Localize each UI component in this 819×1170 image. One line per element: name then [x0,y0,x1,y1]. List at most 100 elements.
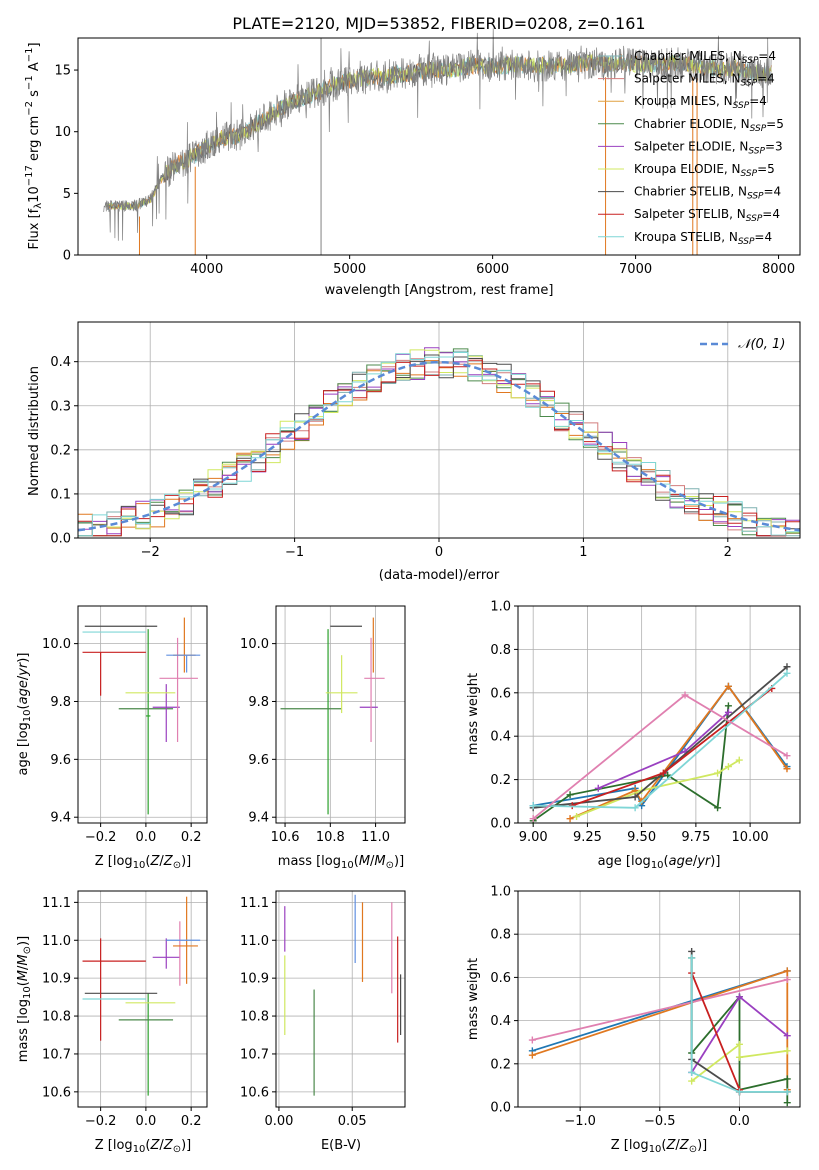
age-vs-Z-panel: −0.2 0.0 0.29.49.69.810.0 Z [log10(Z/Z⊙)] … [16,605,208,871]
y-tick-label: 9.6 [50,753,71,768]
y-tick-label: 0.8 [490,928,511,943]
mass-weight-marker [688,954,696,962]
y-tick-label: 10.8 [42,1010,71,1025]
y-tick-label: 9.6 [248,753,269,768]
mass-weight-marker [724,763,732,771]
mass-weight-marker [573,812,581,820]
age-vs-mass-frame [275,605,406,824]
mass-weight-marker [659,769,667,777]
mass-weight-marker [631,804,639,812]
y-tick-label: 9.4 [248,811,269,826]
mass-weight-marker [528,1036,536,1044]
residual-xlabel: (data-model)/error [379,568,500,583]
mass-weight-series [532,978,788,1041]
x-tick-label: 0.0 [136,1114,157,1129]
mass-weight-marker [783,1088,791,1096]
mass-weight-series [690,958,788,1093]
mass-weight-series [569,684,788,820]
weight-vs-age-ylabel: mass weight [466,673,481,755]
residual-ylabel: Normed distribution [27,366,42,496]
x-tick-label: 10.00 [731,830,768,845]
legend-label: Chabrier ELODIE, NSSP=5 [634,117,784,134]
y-tick-label: 15 [54,64,71,79]
y-tick-label: 10.9 [42,972,71,987]
mass-weight-marker [594,784,602,792]
mass-vs-Z-xlabel: Z [log10(Z/Z⊙)] [95,1138,192,1155]
spectrum-ylabel: Flux [fλ10−17 erg cm−2 s−1 A−1] [24,42,44,249]
mass-weight-marker [783,1047,791,1055]
y-tick-label: 10.6 [42,1085,71,1100]
y-tick-label: 0.2 [490,1057,511,1072]
y-tick-label: 10.0 [240,637,269,652]
y-tick-label: 10.8 [240,1010,269,1025]
y-tick-label: 0.4 [50,355,71,370]
mass-weight-marker [783,752,791,760]
x-tick-label: 0.00 [264,1114,293,1129]
x-tick-label: 8000 [762,262,795,277]
spectrum-xlabel: wavelength [Angstrom, rest frame] [325,283,554,298]
y-tick-label: 10.7 [42,1047,71,1062]
mass-weight-marker [735,756,743,764]
mass-vs-ebv-frame [275,890,406,1108]
y-tick-label: 0.0 [490,817,511,832]
x-tick-label: −0.2 [85,830,117,845]
age-vs-mass-panel: 10.6 10.8 11.0 9.4 9.6 9.8 10.0 mass [log10(M/… [240,605,406,871]
y-tick-label: 0.3 [50,399,71,414]
mass-weight-marker [783,976,791,984]
legend-label: Salpeter ELODIE, NSSP=3 [634,139,783,156]
weight-vs-Z-xlabel: Z [log10(Z/Z⊙)] [611,1138,708,1155]
mass-weight-marker [664,771,672,779]
x-tick-label: 7000 [619,262,652,277]
x-tick-label: 1 [579,545,587,560]
x-tick-label: 11.0 [361,830,390,845]
weight-vs-Z-panel: −1.0 −0.5 0.0 0.0 0.2 0.4 0.6 0.8 1.0 Z [log10(Z… [466,885,801,1155]
y-tick-label: 10.0 [42,637,71,652]
x-tick-label: −2 [141,545,160,560]
mass-weight-marker [529,815,537,823]
y-tick-label: 9.8 [248,695,269,710]
x-tick-label: −1 [285,545,304,560]
y-tick-label: 11.0 [240,934,269,949]
y-tick-label: 10 [54,125,71,140]
x-tick-label: 9.25 [573,830,602,845]
weight-vs-age-panel: 9.00 9.25 9.50 9.75 10.000.00.20.40.60.81.0 … [466,600,801,871]
y-tick-label: 10.9 [240,972,269,987]
mass-weight-marker [783,967,791,975]
residual-histogram [78,352,800,537]
y-tick-label: 0.2 [50,443,71,458]
mass-weight-marker [714,769,722,777]
x-tick-label: 2 [724,545,732,560]
x-tick-label: 0.0 [729,1114,750,1129]
y-tick-label: 1.0 [490,600,511,615]
age-vs-Z-ylabel: age [log10(age/yr)] [16,653,33,776]
mass-weight-marker [724,702,732,710]
y-tick-label: 10.7 [240,1047,269,1062]
y-tick-label: 0.6 [490,686,511,701]
x-tick-label: 9.75 [681,830,710,845]
normal-reference-label: 𝒩(0, 1) [738,337,785,352]
mass-weight-marker [529,802,537,810]
weight-vs-Z-ylabel: mass weight [466,958,481,1040]
spectrum-title: PLATE=2120, MJD=53852, FIBERID=0208, z=0… [232,14,645,33]
legend-label: Kroupa ELODIE, NSSP=5 [634,162,775,179]
mass-weight-marker [714,804,722,812]
residual-axes-frame [77,321,801,539]
mass-weight-series [532,705,730,822]
mass-weight-marker [724,708,732,716]
y-tick-label: 5 [63,187,71,202]
y-tick-label: 1.0 [490,885,511,900]
spectrum-axes-frame [77,37,801,256]
x-tick-label: 9.00 [519,830,548,845]
observed-spectrum-line [103,28,772,241]
mass-weight-marker [783,1032,791,1040]
weight-vs-age-xlabel: age [log10(age/yr)] [598,854,721,871]
mass-weight-marker [688,1068,696,1076]
y-tick-label: 11.0 [42,934,71,949]
x-tick-label: 4000 [190,262,223,277]
x-tick-label: 0 [435,545,443,560]
mass-weight-marker [528,1051,536,1059]
mass-weight-marker [566,791,574,799]
y-tick-label: 0.4 [490,730,511,745]
y-tick-label: 0.6 [490,971,511,986]
